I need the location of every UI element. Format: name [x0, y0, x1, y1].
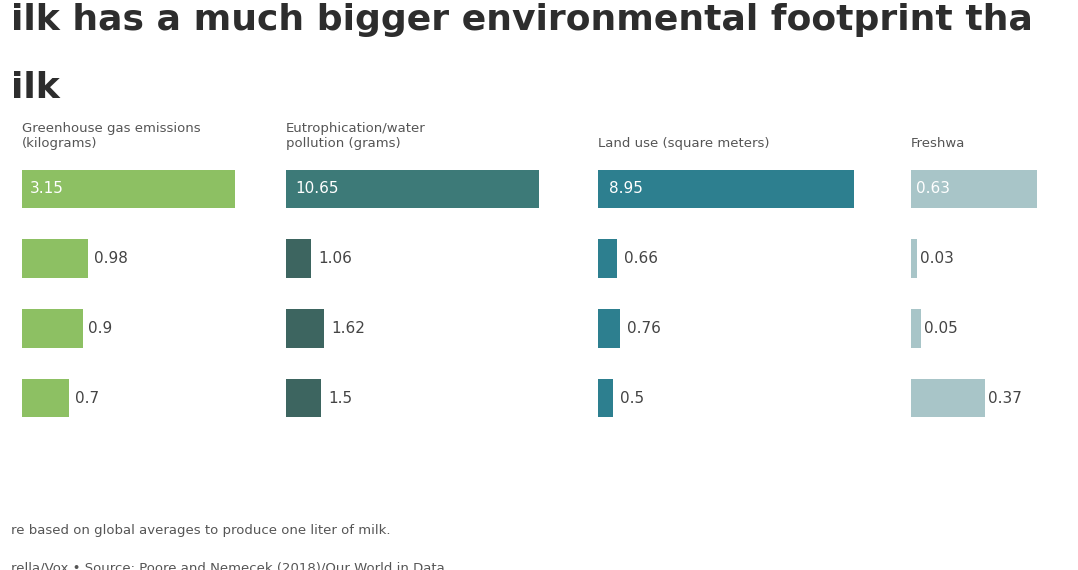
Text: 0.37: 0.37 [989, 391, 1022, 406]
Text: 0.7: 0.7 [74, 391, 99, 406]
Text: 1.06: 1.06 [318, 251, 351, 266]
Text: Eutrophication/water
pollution (grams): Eutrophication/water pollution (grams) [286, 122, 426, 150]
Text: Freshwa: Freshwa [911, 137, 965, 150]
Bar [22, 310, 83, 348]
Text: 8.95: 8.95 [608, 181, 642, 196]
Text: 0.05: 0.05 [925, 321, 958, 336]
Bar [286, 170, 539, 208]
Text: 0.63: 0.63 [916, 181, 950, 196]
Text: ilk has a much bigger environmental footprint tha: ilk has a much bigger environmental foot… [11, 3, 1033, 37]
Text: Land use (square meters): Land use (square meters) [598, 137, 770, 150]
Text: rella/Vox • Source: Poore and Nemecek (2018)/Our World in Data: rella/Vox • Source: Poore and Nemecek (2… [11, 561, 444, 570]
Text: 0.9: 0.9 [88, 321, 113, 336]
Text: Greenhouse gas emissions
(kilograms): Greenhouse gas emissions (kilograms) [22, 122, 201, 150]
Text: re based on global averages to produce one liter of milk.: re based on global averages to produce o… [11, 524, 390, 538]
Bar [911, 239, 917, 278]
Text: 0.66: 0.66 [624, 251, 659, 266]
Bar [286, 310, 324, 348]
Text: 0.98: 0.98 [94, 251, 128, 266]
Text: 10.65: 10.65 [295, 181, 340, 196]
Bar [911, 310, 921, 348]
Bar [286, 239, 310, 278]
Text: 0.03: 0.03 [921, 251, 954, 266]
Text: 0.5: 0.5 [620, 391, 644, 406]
Bar [286, 379, 321, 417]
Text: 0.76: 0.76 [627, 321, 661, 336]
Bar [22, 379, 69, 417]
Bar [598, 310, 620, 348]
Bar [22, 239, 88, 278]
Bar [598, 170, 854, 208]
Text: 1.62: 1.62 [331, 321, 365, 336]
Bar [598, 379, 612, 417]
Bar [598, 239, 617, 278]
Text: 1.5: 1.5 [329, 391, 353, 406]
Bar [911, 170, 1037, 208]
Text: 3.15: 3.15 [30, 181, 64, 196]
Bar [22, 170, 235, 208]
Text: ilk: ilk [11, 71, 59, 105]
Bar [911, 379, 985, 417]
